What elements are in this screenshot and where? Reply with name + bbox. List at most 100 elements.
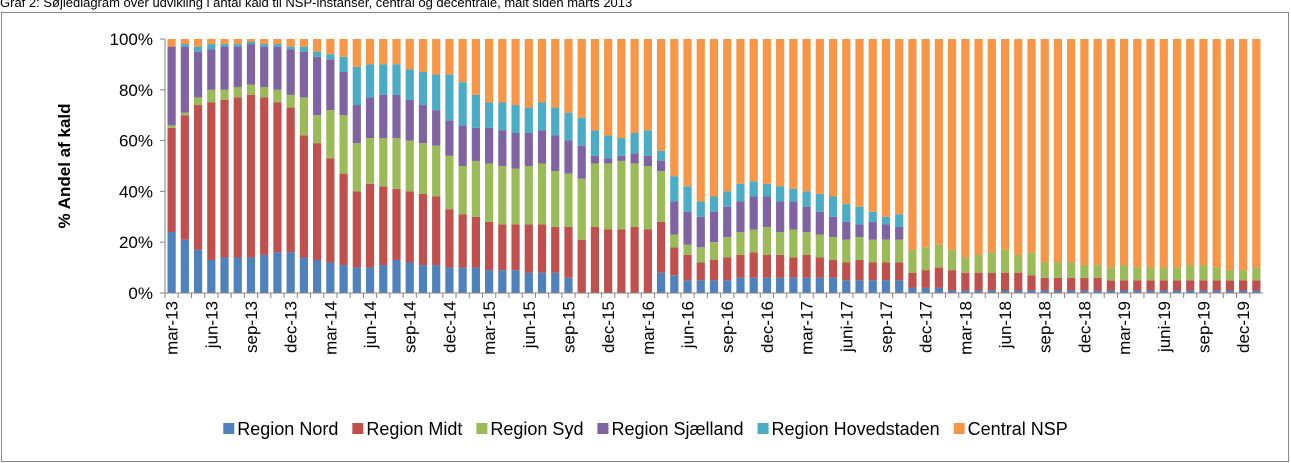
bar-segment	[365, 138, 375, 184]
bar-segment	[365, 39, 375, 65]
bar-segment	[762, 39, 772, 184]
bar-segment	[418, 193, 428, 266]
x-tick-label: jun-14	[361, 301, 380, 349]
bar-segment	[458, 39, 467, 83]
bar-segment	[524, 39, 533, 108]
x-tick-label: jun-18	[996, 301, 1015, 349]
bar-segment	[1067, 277, 1076, 291]
bar-segment	[1093, 277, 1102, 291]
y-tick-label: 60%	[119, 132, 153, 151]
bar-segment	[352, 66, 361, 106]
bar-segment	[339, 115, 348, 174]
bar-segment	[339, 265, 348, 293]
y-tick-label: 20%	[119, 233, 153, 252]
bar-segment	[392, 64, 401, 95]
bar-segment	[736, 201, 745, 233]
bar-segment	[1146, 280, 1155, 291]
bar-segment	[405, 191, 414, 263]
legend-item: Region Nord	[223, 419, 338, 439]
bar-segment	[313, 259, 322, 293]
bar-segment	[1172, 39, 1182, 268]
bar-segment	[392, 138, 401, 189]
bar-segment	[802, 232, 811, 255]
bar-segment	[921, 39, 930, 248]
bar-segment	[485, 163, 494, 222]
bar-segment	[392, 94, 401, 139]
y-tick-label: 40%	[119, 182, 153, 201]
bar-segment	[524, 132, 533, 166]
bar-segment	[802, 277, 811, 293]
bar-segment	[405, 99, 414, 141]
bar-segment	[670, 176, 679, 202]
bar-segment	[656, 150, 666, 161]
bar-segment	[1186, 290, 1195, 293]
bar-segment	[1239, 290, 1248, 293]
bar-segment	[326, 39, 335, 55]
bar-segment	[392, 188, 401, 260]
bar-segment	[379, 94, 388, 139]
bar-segment	[1106, 39, 1115, 268]
bar-segment	[551, 135, 560, 172]
bar-segment	[696, 201, 705, 217]
bar-segment	[220, 39, 229, 45]
bar-segment	[828, 277, 838, 293]
y-tick-label: 80%	[119, 81, 153, 100]
bar-segment	[683, 211, 692, 245]
bar-segment	[365, 64, 375, 98]
bar-segment	[1053, 39, 1063, 263]
x-tick-label: dec-15	[599, 301, 618, 353]
bar-segment	[842, 262, 851, 281]
bar-segment	[683, 186, 692, 212]
bar-segment	[749, 196, 758, 230]
legend-label: Region Midt	[366, 419, 462, 439]
bar-segment	[802, 254, 811, 278]
bar-segment	[379, 64, 388, 95]
bar-segment	[577, 145, 586, 179]
bar-segment	[696, 39, 705, 202]
legend-item: Region Midt	[352, 419, 462, 439]
bar-segment	[1080, 265, 1089, 278]
bar-segment	[246, 257, 256, 293]
bar-segment	[802, 191, 811, 207]
bar-segment	[193, 39, 203, 47]
x-tick-label: dec-16	[758, 301, 777, 353]
bar-segment	[537, 39, 547, 103]
bar-segment	[1080, 290, 1089, 293]
bar-segment	[736, 254, 745, 278]
bar-segment	[590, 163, 600, 227]
bar-segment	[511, 105, 520, 133]
bar-segment	[789, 201, 798, 230]
bar-segment	[1225, 39, 1235, 271]
bar-segment	[246, 44, 256, 85]
bar-segment	[1159, 290, 1168, 293]
bar-segment	[207, 49, 216, 90]
bar-segment	[485, 127, 494, 164]
bar-segment	[418, 265, 428, 293]
bar-segment	[789, 257, 798, 278]
bar-segment	[776, 254, 785, 278]
bar-segment	[286, 107, 295, 253]
bar-segment	[934, 287, 943, 293]
bar-segment	[656, 160, 666, 172]
bar-segment	[524, 166, 533, 225]
bar-segment	[537, 224, 547, 273]
x-tick-label: mar-17	[798, 301, 817, 355]
bar-segment	[313, 56, 322, 116]
bar-segment	[551, 107, 560, 136]
bar-segment	[1067, 262, 1076, 278]
bar-segment	[180, 39, 189, 45]
bar-segment	[828, 196, 838, 217]
bar-segment	[339, 56, 348, 73]
bar-segment	[1199, 280, 1208, 291]
bar-segment	[1053, 290, 1063, 293]
bar-segment	[709, 39, 719, 197]
bar-segment	[723, 237, 732, 258]
bar-segment	[895, 214, 904, 227]
bar-segment	[326, 262, 335, 293]
bar-segment	[617, 138, 626, 156]
bar-segment	[352, 191, 361, 268]
bar-segment	[908, 249, 917, 273]
bar-segment	[630, 39, 639, 133]
bar-segment	[1146, 39, 1155, 268]
bar-segment	[776, 201, 785, 233]
